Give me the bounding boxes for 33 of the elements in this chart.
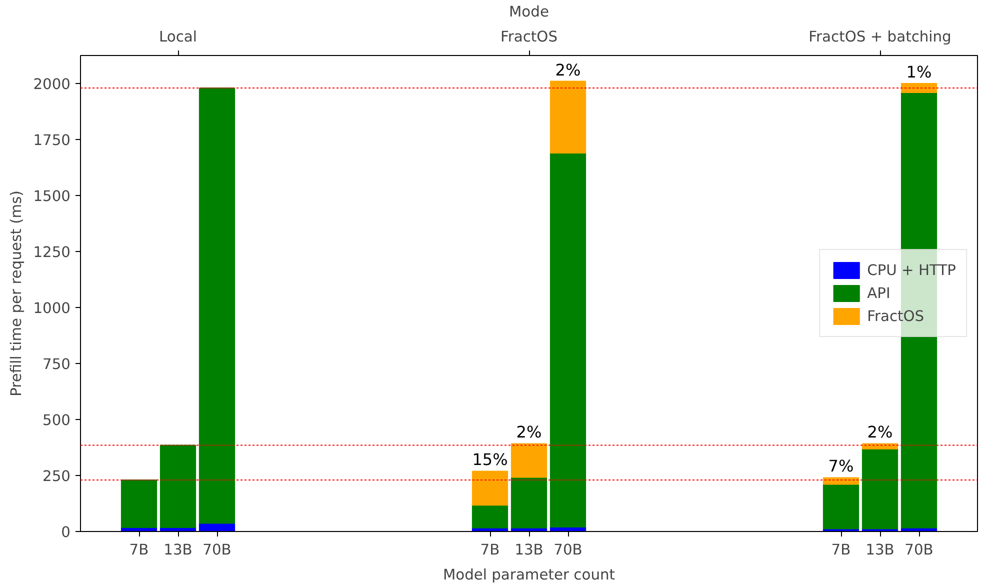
- x-tick-label: 70B: [202, 542, 232, 558]
- text: FractOS + batching: [808, 28, 952, 46]
- x-axis-title: Model parameter count: [442, 566, 616, 584]
- legend-label: FractOS: [867, 308, 924, 324]
- annotation: 2%: [867, 422, 893, 442]
- y-tick-label: 1000: [33, 300, 71, 317]
- y-axis-title: Prefill time per request (ms): [8, 190, 26, 396]
- y-tick-label: 1250: [33, 244, 71, 261]
- y-tick-label: 250: [42, 468, 71, 485]
- y-tick-label: 1500: [33, 188, 71, 205]
- y-tick-label: 0: [61, 524, 71, 541]
- legend-label: API: [867, 284, 890, 302]
- x-tick-label: 13B: [164, 542, 192, 558]
- x-tick-label: 13B: [866, 542, 894, 558]
- x2-axis-title: Mode: [509, 4, 549, 20]
- legend-label: CPU + HTTP: [867, 262, 956, 278]
- text: FractOS: [500, 28, 558, 46]
- y-tick-label: 500: [42, 412, 71, 429]
- annotation: 15%: [472, 450, 508, 470]
- x-tick-label: 7B: [129, 542, 149, 558]
- x-tick-label: 7B: [480, 542, 500, 558]
- annotation: 7%: [828, 456, 854, 476]
- annotation: 2%: [555, 60, 581, 80]
- y-tick-label: 750: [42, 356, 71, 373]
- text: Local: [159, 28, 198, 46]
- annotation: 2%: [516, 422, 542, 442]
- x-tick-label: 7B: [831, 542, 851, 558]
- y-tick-label: 1750: [33, 132, 71, 149]
- x-tick-label: 70B: [904, 542, 934, 558]
- y-tick-label: 2000: [33, 76, 71, 93]
- x-tick-label: 13B: [514, 542, 544, 558]
- x-tick-label: 70B: [554, 542, 582, 558]
- annotation: 1%: [906, 62, 932, 82]
